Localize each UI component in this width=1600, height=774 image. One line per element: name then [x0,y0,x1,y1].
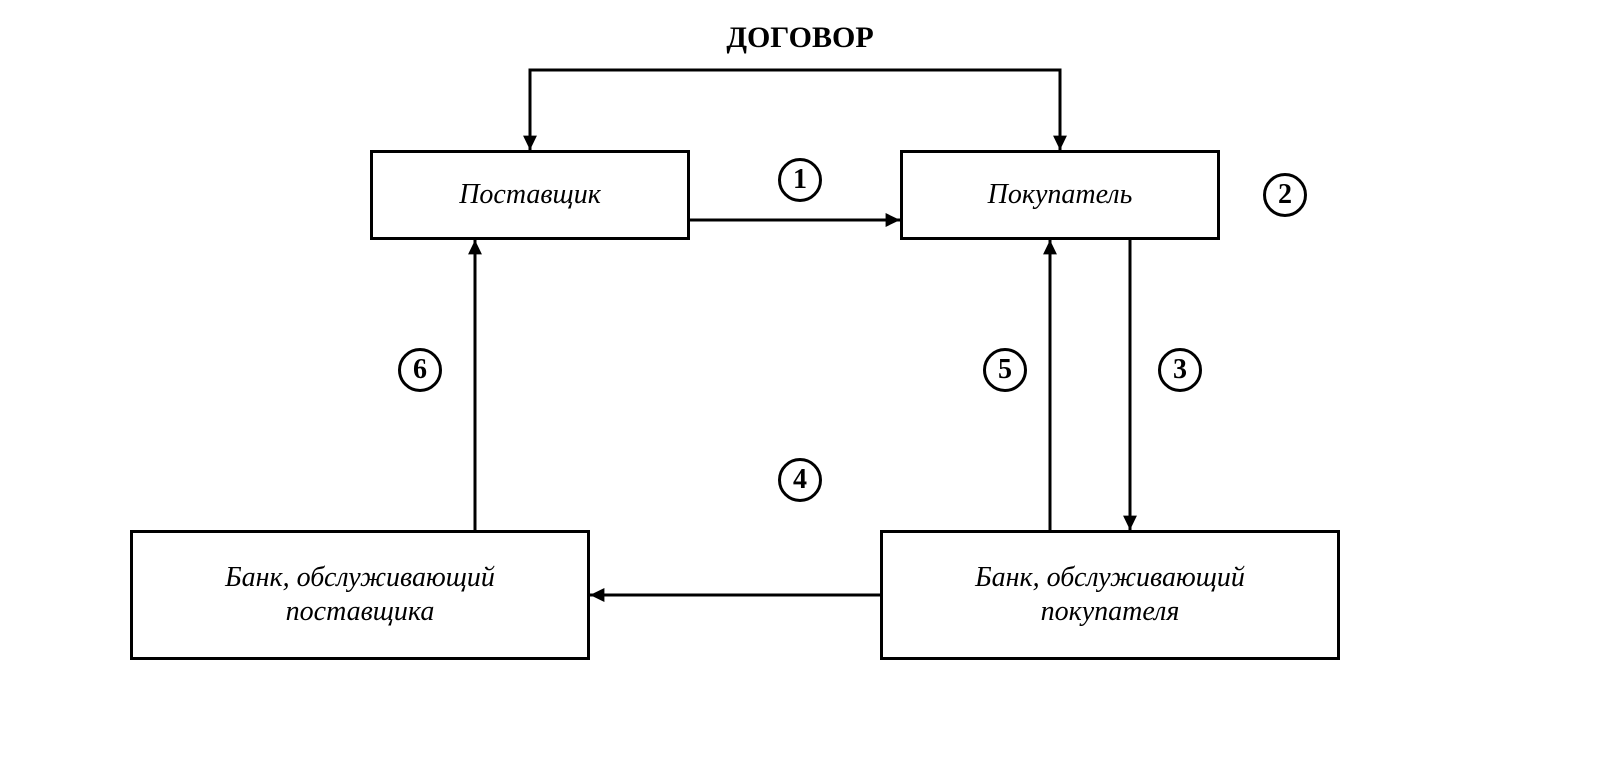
step-3: 3 [1158,348,1202,392]
node-supplier-bank: Банк, обслуживающий поставщика [130,530,590,660]
diagram-title: ДОГОВОР [650,21,950,55]
step-4: 4 [778,458,822,502]
flowchart-canvas: ДОГОВОР Поставщик Покупатель Банк, обслу… [0,0,1600,774]
step-2: 2 [1263,173,1307,217]
node-buyer-bank: Банк, обслуживающий покупателя [880,530,1340,660]
step-5: 5 [983,348,1027,392]
node-supplier: Поставщик [370,150,690,240]
node-buyer: Покупатель [900,150,1220,240]
edge-contract-to-supplier [530,70,800,150]
edge-contract-to-buyer [800,70,1060,150]
step-1: 1 [778,158,822,202]
step-6: 6 [398,348,442,392]
